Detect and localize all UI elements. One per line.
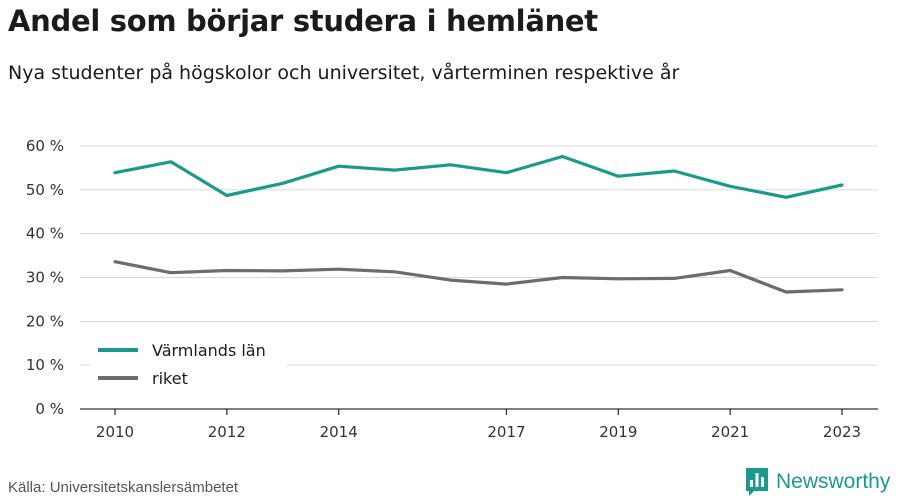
y-axis-labels: 0 % 10 % 20 % 30 % 40 % 50 % 60 % <box>26 137 64 418</box>
x-tick-label: 2010 <box>96 423 134 441</box>
brand-logo: Newsworthy <box>745 466 890 498</box>
chart-subtitle: Nya studenter på högskolor och universit… <box>8 62 680 84</box>
legend: Värmlands län riket <box>90 337 287 395</box>
x-tick-label: 2021 <box>711 423 749 441</box>
chart-title: Andel som börjar studera i hemlänet <box>8 4 598 38</box>
legend-label: riket <box>152 369 188 388</box>
x-axis-labels: 2010 2012 2014 2017 2019 2021 2023 <box>96 423 861 441</box>
x-tick-label: 2023 <box>823 423 861 441</box>
x-tick-label: 2019 <box>599 423 637 441</box>
y-tick-label: 30 % <box>26 269 64 287</box>
y-tick-label: 20 % <box>26 312 64 330</box>
bar-chart-logo-icon <box>746 468 768 496</box>
x-axis <box>80 408 878 415</box>
y-tick-label: 60 % <box>26 137 64 155</box>
y-tick-label: 10 % <box>26 356 64 374</box>
source-note: Källa: Universitetskanslersämbetet <box>8 479 239 496</box>
y-tick-label: 0 % <box>35 400 64 418</box>
series-line <box>113 154 844 199</box>
legend-label: Värmlands län <box>152 341 266 360</box>
y-tick-label: 50 % <box>26 181 64 199</box>
x-tick-label: 2017 <box>487 423 525 441</box>
y-tick-label: 40 % <box>26 225 64 243</box>
gridlines <box>80 145 878 366</box>
series-line <box>113 260 844 294</box>
x-tick-label: 2014 <box>320 423 358 441</box>
series-lines <box>113 154 844 294</box>
legend-background <box>90 337 287 395</box>
x-tick-label: 2012 <box>208 423 246 441</box>
brand-name: Newsworthy <box>776 470 891 493</box>
